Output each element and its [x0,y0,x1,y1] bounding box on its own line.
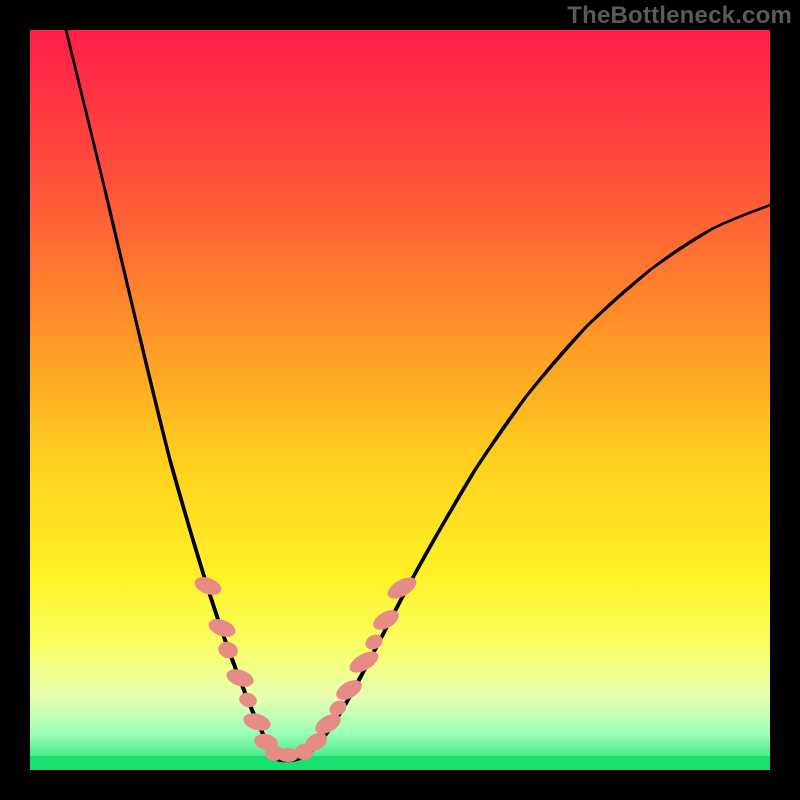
chart-svg [0,0,800,800]
watermark-text: TheBottleneck.com [567,2,792,30]
gradient-background [30,30,770,770]
bottom-band [30,756,770,770]
chart-container: TheBottleneck.com [0,0,800,800]
